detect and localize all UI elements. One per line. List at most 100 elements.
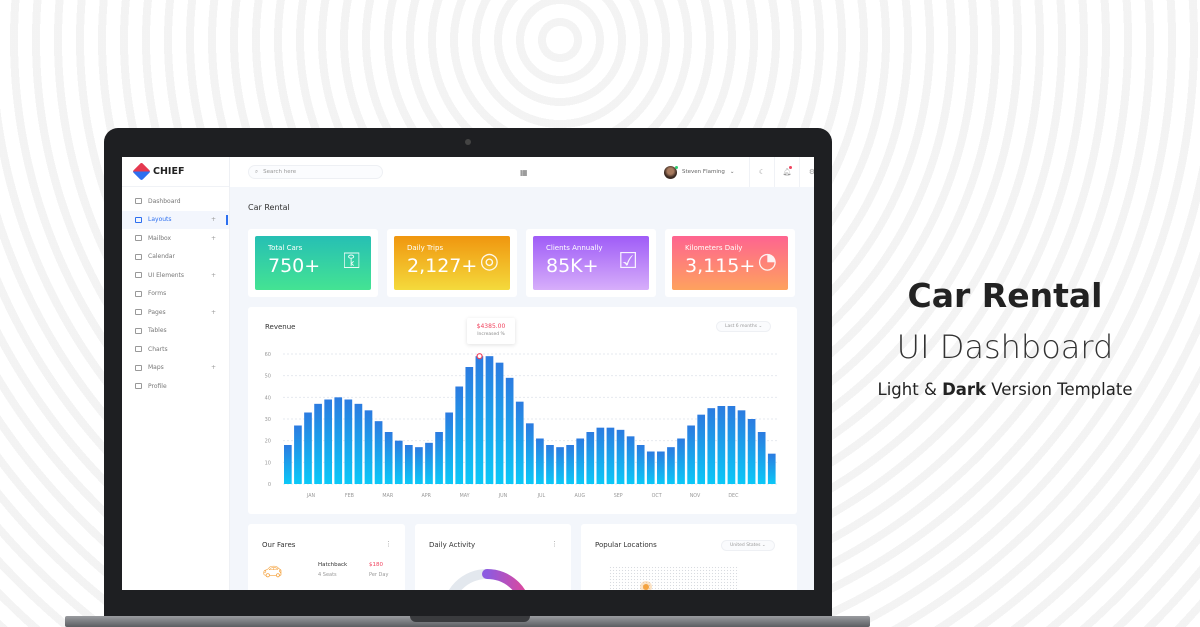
car-icon: 🚗︎ [262,562,283,581]
sidebar-item-ui-elements[interactable]: UI Elements + [122,266,229,285]
sidebar-item-maps[interactable]: Maps + [122,359,229,378]
bar [415,447,423,484]
revenue-chart: 0 10 20 30 40 50 60 JAN FEB MAR APR MAY JUN JUL AUG SEP… [265,352,777,499]
bar [475,356,484,484]
bar [455,386,464,484]
x-tick-label: OCT [652,493,662,499]
y-tick-label: 20 [265,439,271,445]
x-tick-label: DEC [728,493,739,499]
search-icon: ⌕ [255,168,259,175]
stat-panel: Total Cars 750+ ⚿ [255,236,371,290]
maps-icon [135,364,142,371]
sidebar-item-forms[interactable]: Forms [122,285,229,304]
fares-card: Our Fares ⋮ 🚗︎ Hatchback 4 Seats $180 Pe… [248,524,405,590]
y-tick-label: 0 [268,482,271,488]
bar [727,406,736,484]
bar [677,438,685,484]
y-tick-label: 40 [265,395,271,401]
bar [757,432,766,484]
chart-tooltip: $4385.00 Increased % [467,318,515,344]
bar [556,447,564,484]
layouts-icon [135,216,142,223]
bar [566,445,574,484]
bar [495,362,504,484]
bar [657,451,665,484]
bell-icon[interactable]: 🔔︎ [774,157,799,187]
sidebar-item-calendar[interactable]: Calendar [122,248,229,267]
y-tick-label: 60 [265,352,271,358]
x-tick-label: FEB [345,493,354,499]
bar [284,445,292,484]
sidebar-item-pages[interactable]: Pages + [122,303,229,322]
stat-panel: Daily Trips 2,127+ ◎ [394,236,510,290]
bar [606,427,615,484]
locations-card: Popular Locations United States ⌄ [581,524,797,590]
fares-title: Our Fares [262,541,296,549]
bar [435,432,443,484]
dashboard-icon [135,198,142,205]
x-tick-label: SEP [614,493,623,499]
stat-panel: Clients Annually 85K+ ☑ [533,236,649,290]
x-tick-label: JUL [537,493,546,499]
sidebar-item-layouts[interactable]: Layouts + [122,210,229,229]
stat-value: 85K+ [546,255,599,277]
mailbox-icon [135,235,142,242]
stat-card-total-cars: Total Cars 750+ ⚿ [248,229,378,297]
logo[interactable]: CHIEF [122,157,229,187]
bar [646,451,655,484]
bar [314,403,322,484]
y-tick-label: 30 [265,417,271,423]
highlight-point[interactable] [476,353,483,360]
calendar-icon [135,253,142,260]
activity-card: Daily Activity ⋮ [415,524,571,590]
locations-title: Popular Locations [595,541,657,549]
bar [445,412,453,484]
y-tick-label: 50 [265,374,271,380]
promo-subtitle: UI Dashboard [896,328,1114,366]
bar [374,421,383,484]
sidebar-item-dashboard[interactable]: Dashboard [122,192,229,211]
forms-icon [135,290,142,297]
activity-donut [449,569,525,590]
topbar: ⌕ Search here ▦ Steven Flaming ⌄ ☾ 🔔︎ ⚙ [230,157,814,187]
bar [334,397,343,484]
map-marker [643,584,649,590]
sidebar-item-charts[interactable]: Charts [122,340,229,359]
bar [546,445,554,484]
expand-icon: + [211,234,217,242]
search-input[interactable]: ⌕ Search here [248,165,383,179]
bar [697,414,706,484]
steering-wheel-icon: ◎ [479,249,499,274]
expand-icon: + [211,364,217,372]
sidebar-item-mailbox[interactable]: Mailbox + [122,229,229,248]
stat-value: 750+ [268,255,321,277]
bar [576,438,585,484]
stat-card-kilometers-daily: Kilometers Daily 3,115+ ◔ [665,229,795,297]
moon-icon[interactable]: ☾ [749,157,774,187]
sidebar-item-tables[interactable]: Tables [122,322,229,341]
more-icon[interactable]: ⋮ [385,540,392,548]
expand-icon: + [211,271,217,279]
sidebar-nav: Dashboard Layouts + Mailbox + Calendar UI Elem… [122,192,229,396]
x-tick-label: AUG [575,493,586,499]
stat-card-daily-trips: Daily Trips 2,127+ ◎ [387,229,517,297]
range-dropdown[interactable]: Last 6 months ⌄ [716,321,772,332]
bar [364,410,373,484]
bar [717,406,726,484]
bar [515,401,524,484]
country-dropdown[interactable]: United States ⌄ [721,540,775,551]
bar [304,412,312,484]
bar [404,445,413,484]
revenue-title: Revenue [265,323,296,331]
more-icon[interactable]: ⋮ [551,540,558,548]
gear-icon[interactable]: ⚙ [799,157,814,187]
bar [485,356,494,484]
user-menu[interactable]: Steven Flaming ⌄ [664,165,734,179]
grid-icon[interactable]: ▦ [520,167,528,177]
car-key-icon: ⚿ [343,249,360,274]
sidebar-item-profile[interactable]: Profile [122,377,229,396]
stat-value: 3,115+ [685,255,756,277]
revenue-card: Revenue Last 6 months ⌄ 0 10 20 30 40 50 60 JAN… [248,307,797,514]
bar [687,425,695,484]
clipboard-icon: ☑ [618,249,638,274]
